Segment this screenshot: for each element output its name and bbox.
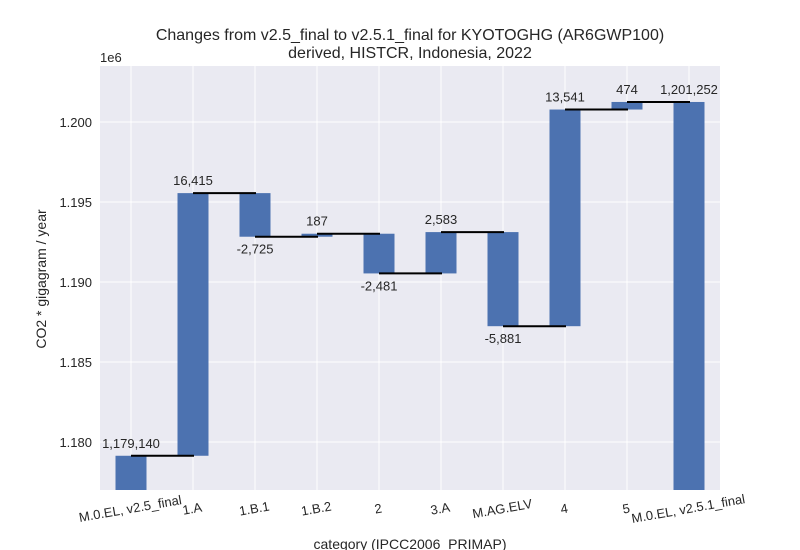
x-tick-label: M.0.EL, v2.5.1_final [630,491,746,526]
x-tick-label: 2 [373,501,383,517]
data-label: 187 [306,214,328,229]
bar [115,455,147,490]
chart-subtitle: derived, HISTCR, Indonesia, 2022 [288,45,532,62]
x-tick-label: M.0.EL, v2.5_final [78,492,183,525]
x-axis-label: category (IPCC2006_PRIMAP) [314,536,507,550]
data-label: 474 [616,82,638,97]
data-label: 16,415 [173,173,213,188]
data-label: -2,725 [237,242,274,257]
x-tick-label: 5 [621,501,631,517]
bar [549,109,581,327]
bar [239,193,271,237]
y-tick-label: 1.180 [59,435,92,450]
data-labels: 1,179,140 16,415 -2,725 187 -2,481 2,583 -5,88… [102,82,718,451]
bar [673,101,705,490]
x-tick-label: 1.B.2 [300,499,333,519]
bar [177,193,209,456]
x-tick-label: 1.A [181,499,203,517]
chart-title: Changes from v2.5_final to v2.5.1_final … [156,27,664,44]
data-label: 1,201,252 [660,82,718,97]
data-label: -2,481 [361,278,398,293]
bar [425,232,457,274]
bar [301,233,333,237]
y-tick-labels: 1.180 1.185 1.190 1.195 1.200 [59,115,92,450]
x-tick-label: 3.A [429,499,451,517]
x-tick-label: M.AG.ELV [471,496,533,521]
y-tick-label: 1.195 [59,195,92,210]
y-tick-label: 1.200 [59,115,92,130]
y-offset-label: 1e6 [100,50,122,65]
bar [487,232,519,327]
y-tick-label: 1.185 [59,355,92,370]
data-label: 2,583 [425,212,458,227]
y-axis-label: CO2 * gigagram / year [33,209,49,349]
y-tick-label: 1.190 [59,275,92,290]
data-label: 1,179,140 [102,436,160,451]
x-tick-label: 1.B.1 [238,499,271,519]
bar [363,233,395,274]
bars [115,101,705,490]
data-label: -5,881 [485,331,522,346]
connector-lines [131,100,690,457]
data-label: 13,541 [545,90,585,105]
bar [611,101,643,110]
x-tick-label: 4 [559,501,569,517]
